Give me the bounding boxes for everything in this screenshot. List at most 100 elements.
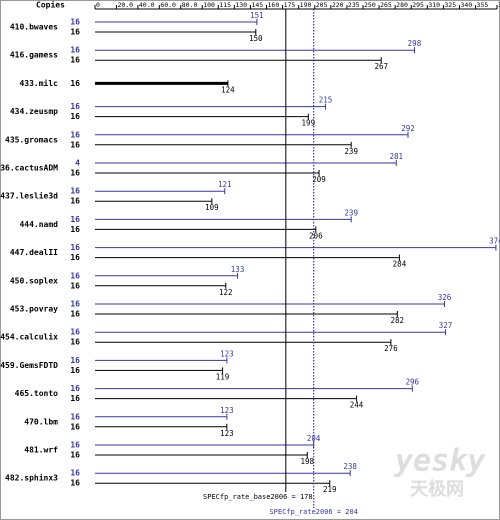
category-label: 435.gromacs <box>5 135 58 144</box>
value-label: 244 <box>350 401 364 410</box>
value-label: 209 <box>312 175 326 184</box>
value-label: 133 <box>231 265 245 274</box>
x-tick-label: 190 <box>300 1 312 9</box>
category-label: 465.tonto <box>15 389 59 398</box>
copies-label: 16 <box>70 225 80 234</box>
summary-label: SPECfp_rate2006 = 204 <box>269 508 358 516</box>
value-label: 109 <box>205 203 219 212</box>
copies-label: 16 <box>70 469 80 478</box>
x-tick-label: 220 <box>332 1 344 9</box>
category-label: 416.gamess <box>10 51 58 60</box>
x-tick-label: 325 <box>444 1 456 9</box>
copies-label: 16 <box>70 130 80 139</box>
copies-label: 4 <box>75 159 80 168</box>
x-tick-label: 265 <box>380 1 392 9</box>
value-label: 123 <box>220 429 234 438</box>
copies-label: 16 <box>70 140 80 149</box>
category-label: 436.cactusADM <box>0 164 58 173</box>
category-label: 453.povray <box>10 305 58 314</box>
value-label: 239 <box>344 208 358 217</box>
x-tick-label: 80.0 <box>182 1 198 9</box>
copies-label: 16 <box>70 366 80 375</box>
value-label: 121 <box>218 180 232 189</box>
copies-label: 16 <box>70 384 80 393</box>
x-tick-label: 40.0 <box>139 1 155 9</box>
copies-label: 16 <box>70 18 80 27</box>
copies-label: 16 <box>70 281 80 290</box>
copies-label: 16 <box>70 197 80 206</box>
copies-label: 16 <box>70 187 80 196</box>
x-tick-label: 250 <box>364 1 376 9</box>
value-label: 238 <box>343 462 357 471</box>
copies-label: 16 <box>70 79 80 88</box>
watermark: 天极网 <box>410 479 464 500</box>
category-label: 450.soplex <box>10 276 58 285</box>
category-label: 410.bwaves <box>10 23 58 32</box>
value-label: 119 <box>216 372 230 381</box>
x-tick-label: 280 <box>396 1 408 9</box>
value-label: 215 <box>319 96 333 105</box>
copies-label: 16 <box>70 310 80 319</box>
value-label: 374 <box>489 237 500 246</box>
watermark: yesky <box>393 444 486 479</box>
category-label: 447.dealII <box>10 248 58 257</box>
x-tick-label: 340 <box>460 1 472 9</box>
value-label: 150 <box>249 34 263 43</box>
x-tick-label: 235 <box>348 1 360 9</box>
category-label: 470.lbm <box>24 417 58 426</box>
value-label: 206 <box>309 231 323 240</box>
value-label: 123 <box>220 349 234 358</box>
x-tick-label: 160 <box>268 1 280 9</box>
value-label: 292 <box>401 124 415 133</box>
x-tick-label: 175 <box>284 1 296 9</box>
value-label: 327 <box>439 321 453 330</box>
x-tick-label: 60.0 <box>160 1 176 9</box>
summary-label: SPECfp_rate_base2006 = 178 <box>203 493 313 501</box>
category-label: 454.calculix <box>0 332 58 342</box>
x-tick-label: 115 <box>219 1 231 9</box>
x-tick-label: 375 <box>498 1 500 9</box>
copies-label: 16 <box>70 169 80 178</box>
copies-label: 16 <box>70 102 80 111</box>
category-label: 459.GemsFDTD <box>0 361 58 370</box>
value-label: 298 <box>408 39 422 48</box>
copies-label: 16 <box>70 112 80 121</box>
value-label: 124 <box>221 85 235 94</box>
category-label: 437.leslie3d <box>0 191 58 201</box>
axis-label: Copies <box>36 0 65 10</box>
copies-label: 16 <box>70 338 80 347</box>
copies-label: 16 <box>70 300 80 309</box>
category-label: 434.zeusmp <box>10 107 58 116</box>
value-label: 198 <box>300 457 314 466</box>
value-label: 281 <box>389 152 403 161</box>
copies-label: 16 <box>70 441 80 450</box>
copies-label: 16 <box>70 328 80 337</box>
category-label: 433.milc <box>19 78 58 88</box>
copies-label: 16 <box>70 451 80 460</box>
copies-label: 16 <box>70 356 80 365</box>
x-tick-label: 205 <box>316 1 328 9</box>
copies-label: 16 <box>70 56 80 65</box>
value-label: 284 <box>393 260 407 269</box>
value-label: 296 <box>406 378 420 387</box>
copies-label: 16 <box>70 28 80 37</box>
value-label: 123 <box>220 406 234 415</box>
copies-label: 16 <box>70 46 80 55</box>
x-tick-label: 310 <box>428 1 440 9</box>
x-tick-label: 145 <box>251 1 263 9</box>
x-tick-label: 20.0 <box>117 1 133 9</box>
x-tick-label: 0 <box>96 1 100 9</box>
category-label: 481.wrf <box>24 446 58 455</box>
copies-label: 16 <box>70 253 80 262</box>
x-tick-label: 355 <box>477 1 489 9</box>
category-label: 444.namd <box>19 220 58 229</box>
copies-label: 16 <box>70 422 80 431</box>
value-label: 199 <box>302 119 316 128</box>
value-label: 282 <box>391 316 405 325</box>
copies-label: 16 <box>70 394 80 403</box>
value-label: 267 <box>374 62 388 71</box>
copies-label: 16 <box>70 271 80 280</box>
x-tick-label: 100 <box>203 1 215 9</box>
